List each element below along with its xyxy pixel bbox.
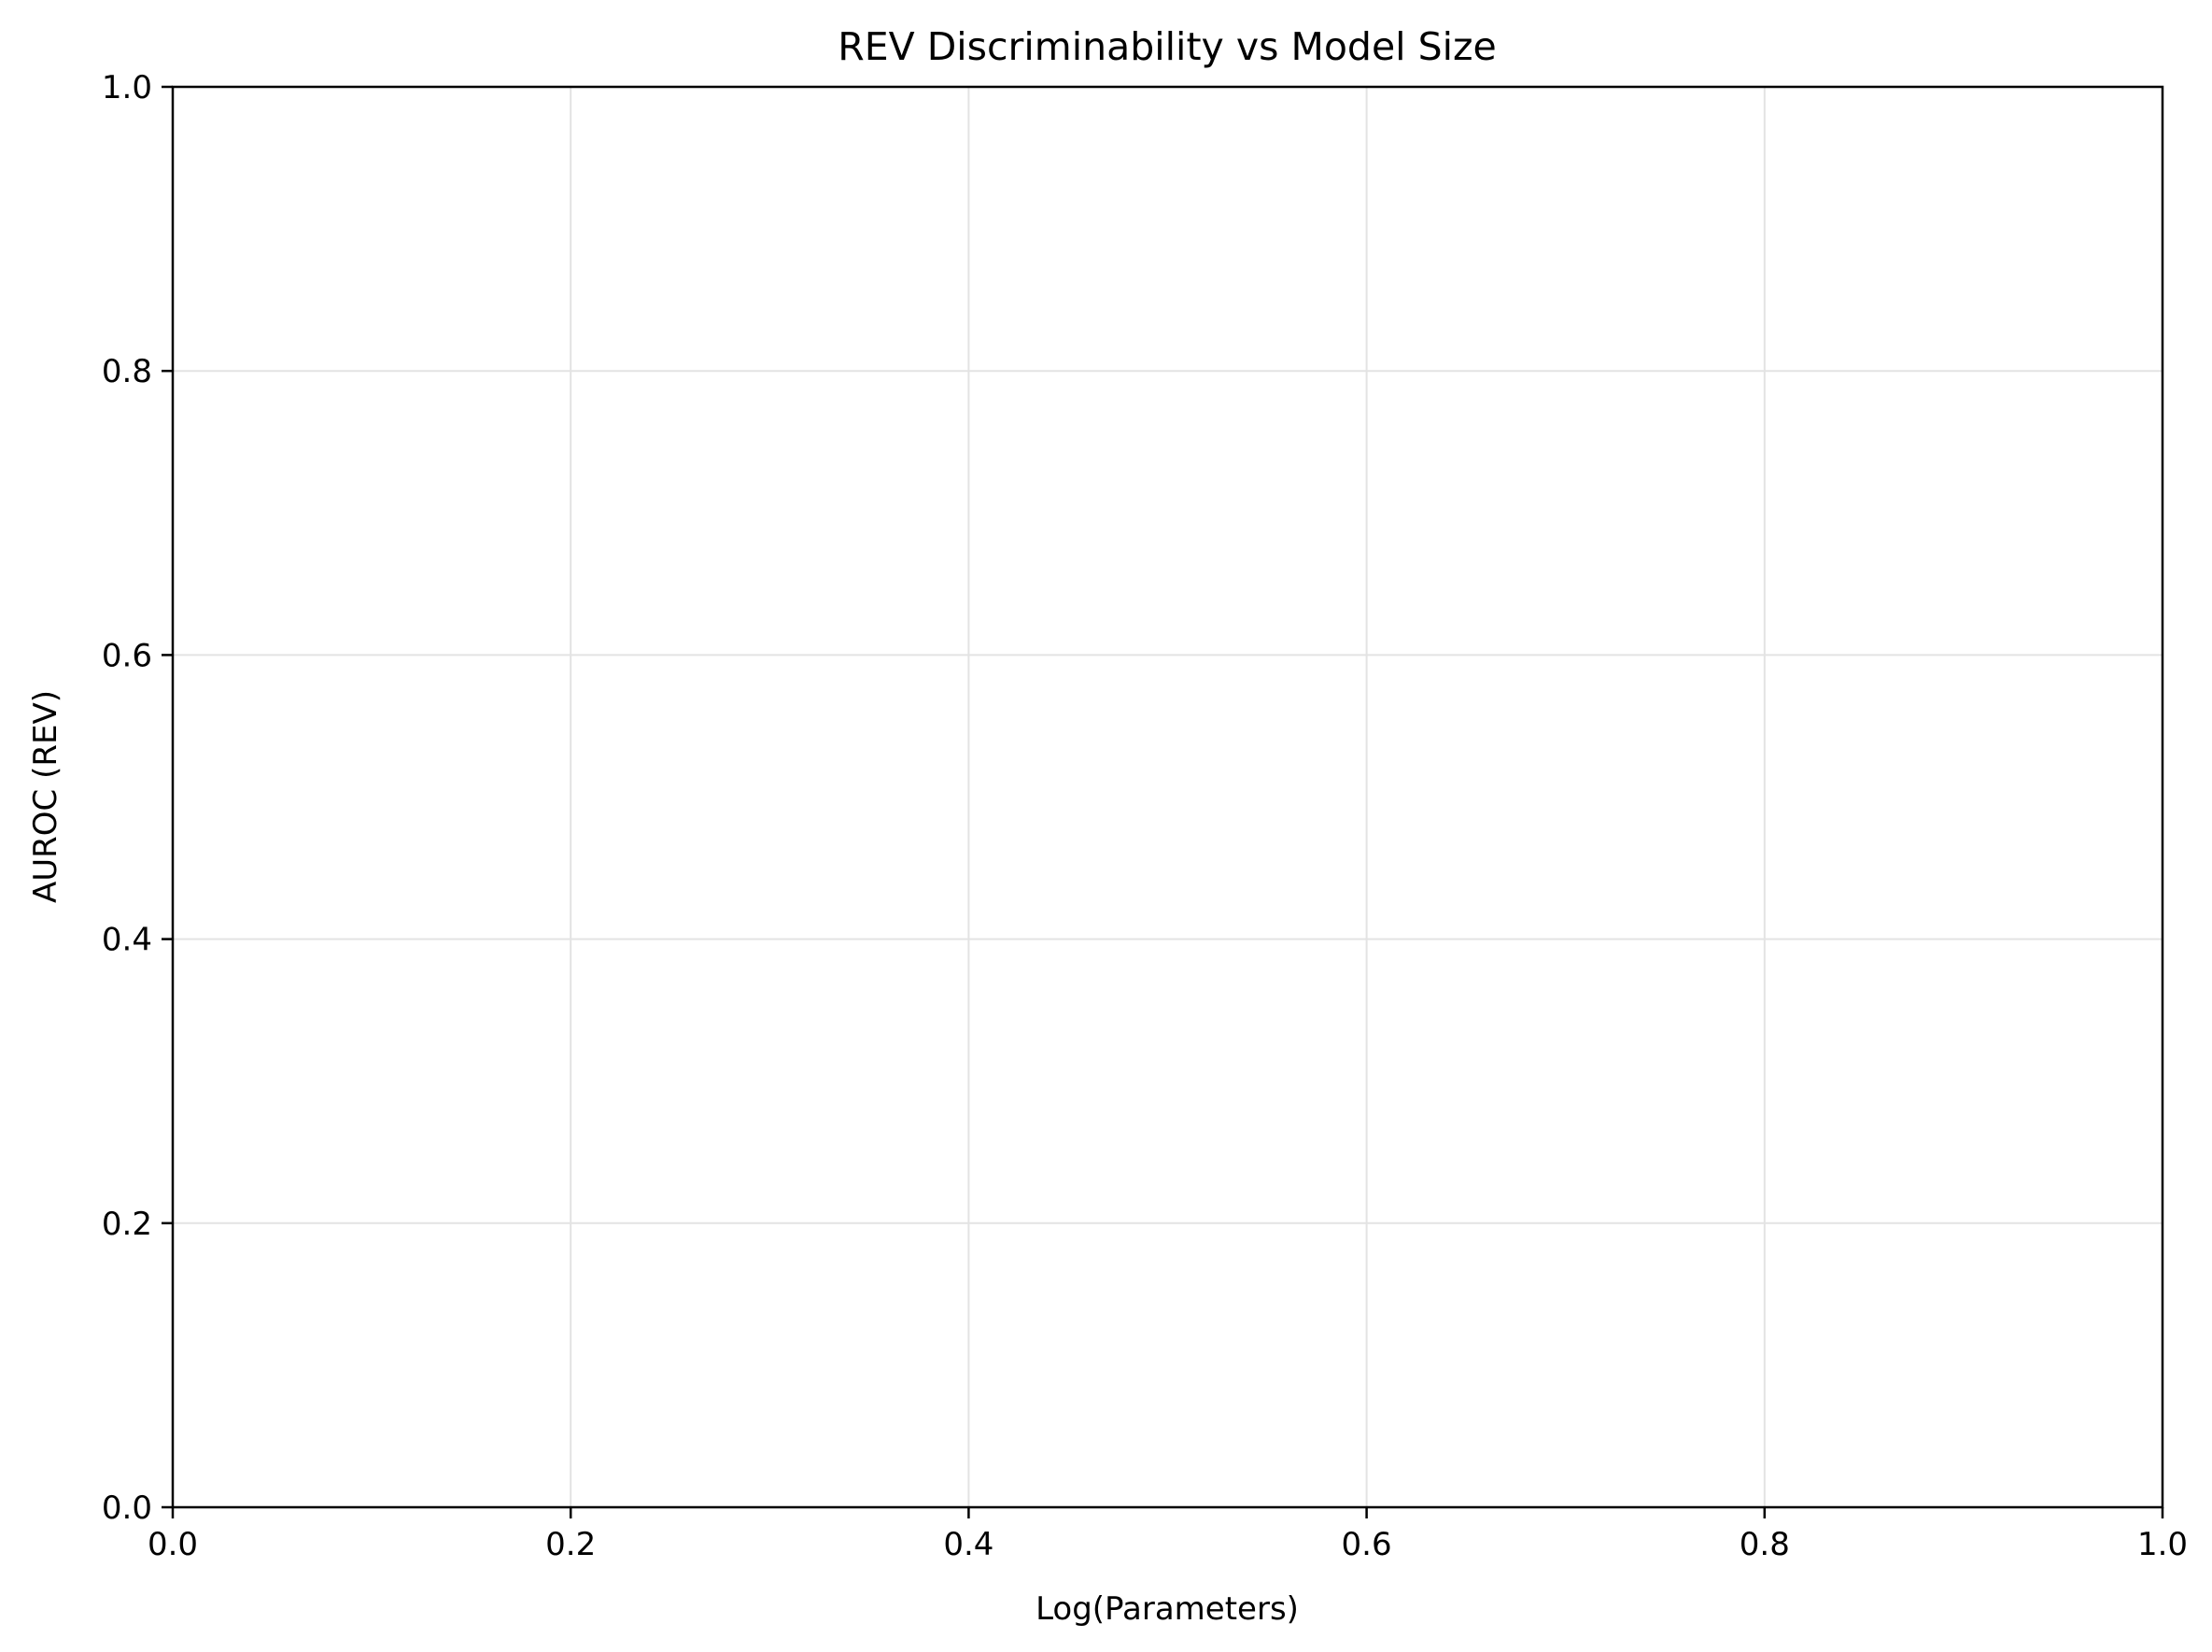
y-tick-label: 0.6 <box>102 637 152 674</box>
x-axis: 0.0 0.2 0.4 0.6 0.8 1.0 <box>148 1507 2188 1563</box>
chart-title: REV Discriminability vs Model Size <box>838 24 1497 69</box>
y-tick-label: 0.4 <box>102 922 152 959</box>
x-tick-label: 0.0 <box>148 1526 198 1563</box>
x-tick-label: 0.2 <box>545 1526 596 1563</box>
plot-frame <box>171 85 2164 1509</box>
y-axis: 0.0 0.2 0.4 0.6 0.8 1.0 <box>102 69 173 1527</box>
grid-lines <box>172 86 2163 1508</box>
y-tick-label: 1.0 <box>102 69 152 106</box>
y-axis-title: AUROC (REV) <box>27 690 64 903</box>
y-tick-label: 0.8 <box>102 353 152 390</box>
x-axis-title: Log(Parameters) <box>1036 1590 1299 1628</box>
x-tick-label: 0.8 <box>1740 1526 1790 1563</box>
x-tick-label: 0.6 <box>1342 1526 1392 1563</box>
y-tick-label: 0.0 <box>102 1490 152 1527</box>
x-tick-label: 1.0 <box>2137 1526 2188 1563</box>
x-tick-label: 0.4 <box>943 1526 993 1563</box>
y-tick-label: 0.2 <box>102 1206 152 1243</box>
